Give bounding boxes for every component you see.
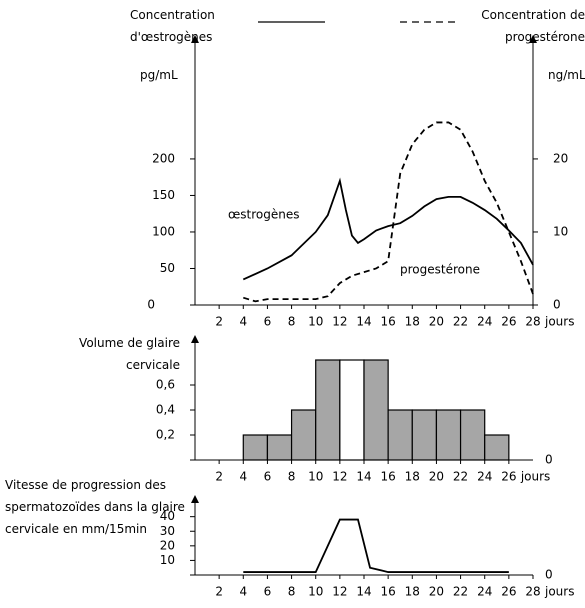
bar bbox=[484, 434, 510, 461]
x-tick-label: 8 bbox=[288, 315, 296, 329]
x-tick-label: 8 bbox=[288, 585, 296, 599]
x-tick-label: 16 bbox=[381, 470, 396, 484]
y-tick-label: 0,2 bbox=[156, 428, 175, 442]
x-tick-label: 18 bbox=[405, 315, 420, 329]
x-tick-label: 14 bbox=[356, 585, 371, 599]
bar bbox=[411, 409, 438, 461]
x-tick-label: 26 bbox=[501, 585, 516, 599]
bar bbox=[315, 359, 341, 461]
x-tick-label: 6 bbox=[264, 315, 272, 329]
y-tick-label: 30 bbox=[160, 524, 175, 538]
x-tick-label: 22 bbox=[453, 585, 468, 599]
y2-tick-label: 20 bbox=[553, 151, 568, 165]
x-tick-label: 2 bbox=[215, 315, 223, 329]
bar bbox=[242, 434, 269, 461]
x-tick-label: 8 bbox=[288, 470, 296, 484]
x-tick-label: 22 bbox=[453, 470, 468, 484]
line-series bbox=[243, 518, 509, 573]
x-axis-label: jours bbox=[544, 585, 574, 599]
y-tick-label: 20 bbox=[160, 538, 175, 552]
axis-arrow bbox=[191, 335, 199, 343]
legend-label: Concentration de progestérone bbox=[481, 8, 585, 44]
x-tick-label: 20 bbox=[429, 315, 444, 329]
y2-tick-label: 0 bbox=[553, 298, 561, 312]
x-tick-label: 12 bbox=[332, 585, 347, 599]
y-tick-label: 0,4 bbox=[156, 403, 175, 417]
x-tick-label: 24 bbox=[477, 470, 492, 484]
x-tick-label: 4 bbox=[239, 585, 247, 599]
y-tick-label: 40 bbox=[160, 509, 175, 523]
line-series bbox=[242, 177, 534, 281]
x-tick-label: 26 bbox=[501, 470, 516, 484]
y-tick-label: 0 bbox=[147, 298, 155, 312]
y-tick-label: 0 bbox=[545, 568, 553, 582]
legend-label: Concentration d'œstrogènes bbox=[130, 8, 215, 44]
x-tick-label: 20 bbox=[429, 470, 444, 484]
y2-axis-label: ng/mL bbox=[548, 68, 585, 82]
x-tick-label: 10 bbox=[308, 585, 323, 599]
x-tick-label: 2 bbox=[215, 470, 223, 484]
x-tick-label: 10 bbox=[308, 470, 323, 484]
bar bbox=[339, 359, 365, 461]
y-tick-label: 100 bbox=[152, 224, 175, 238]
bar bbox=[459, 409, 486, 461]
y-tick-label: 50 bbox=[160, 261, 175, 275]
annotation: œstrogènes bbox=[228, 208, 299, 222]
annotation: progestérone bbox=[400, 263, 480, 277]
y2-tick-label: 10 bbox=[553, 224, 568, 238]
y-axis-label: pg/mL bbox=[140, 68, 178, 82]
x-tick-label: 28 bbox=[525, 315, 540, 329]
y-axis-label: Volume de glaire cervicale bbox=[79, 336, 180, 372]
x-tick-label: 18 bbox=[405, 585, 420, 599]
y-tick-label: 0,6 bbox=[156, 378, 175, 392]
x-tick-label: 6 bbox=[264, 470, 272, 484]
x-tick-label: 4 bbox=[239, 470, 247, 484]
x-tick-label: 14 bbox=[356, 470, 371, 484]
x-tick-label: 26 bbox=[501, 315, 516, 329]
x-tick-label: 12 bbox=[332, 315, 347, 329]
x-tick-label: 20 bbox=[429, 585, 444, 599]
y-axis-label: Vitesse de progression des spermatozoïde… bbox=[5, 478, 185, 536]
bar bbox=[363, 359, 389, 461]
y-tick-label: 10 bbox=[160, 553, 175, 567]
bar bbox=[387, 409, 413, 461]
x-tick-label: 14 bbox=[356, 315, 371, 329]
x-axis-label: jours bbox=[520, 470, 550, 484]
axis-arrow bbox=[191, 495, 199, 503]
bar bbox=[266, 434, 293, 461]
x-tick-label: 16 bbox=[381, 585, 396, 599]
x-tick-label: 12 bbox=[332, 470, 347, 484]
line-series bbox=[243, 121, 534, 303]
x-tick-label: 24 bbox=[477, 585, 492, 599]
x-tick-label: 18 bbox=[405, 470, 420, 484]
x-tick-label: 2 bbox=[215, 585, 223, 599]
x-axis-label: jours bbox=[544, 315, 574, 329]
bar bbox=[435, 409, 462, 461]
y-tick-label: 0 bbox=[545, 453, 553, 467]
axis-arrow bbox=[529, 35, 537, 43]
bar bbox=[290, 409, 317, 461]
x-tick-label: 16 bbox=[381, 315, 396, 329]
x-tick-label: 22 bbox=[453, 315, 468, 329]
x-tick-label: 28 bbox=[525, 585, 540, 599]
y-tick-label: 150 bbox=[152, 188, 175, 202]
y-tick-label: 200 bbox=[152, 151, 175, 165]
x-tick-label: 10 bbox=[308, 315, 323, 329]
x-tick-label: 4 bbox=[239, 315, 247, 329]
x-tick-label: 6 bbox=[264, 585, 272, 599]
x-tick-label: 24 bbox=[477, 315, 492, 329]
axis-arrow bbox=[191, 35, 199, 43]
